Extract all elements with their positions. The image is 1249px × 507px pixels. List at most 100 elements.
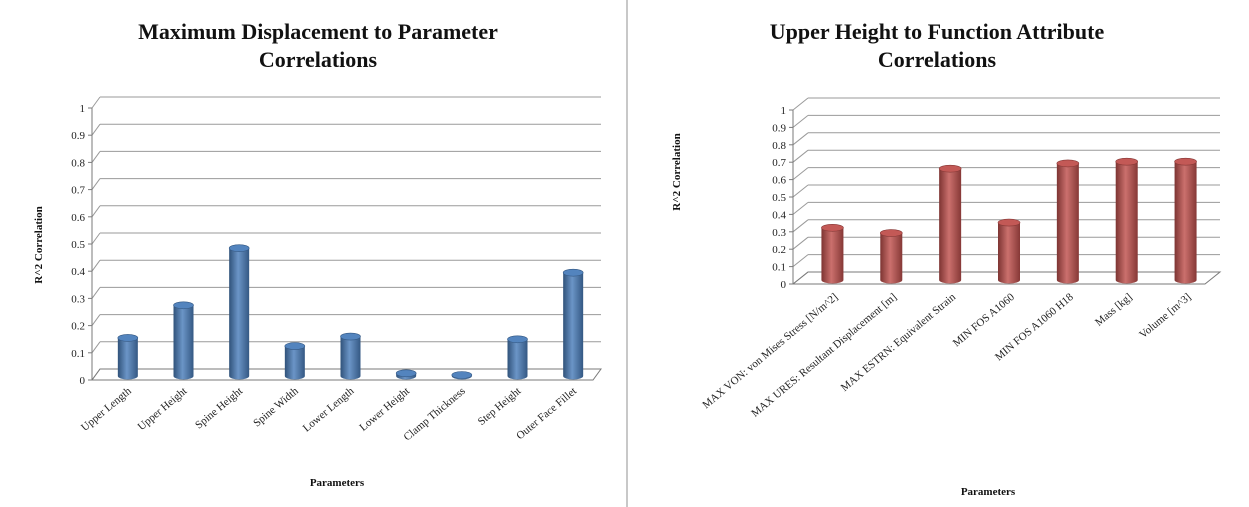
gridline-side <box>792 202 809 215</box>
x-axis-title: Parameters <box>310 477 365 489</box>
y-tick-label: 0.3 <box>772 227 786 239</box>
y-tick-label: 0.9 <box>71 130 85 142</box>
bar-top <box>1056 159 1080 168</box>
y-tick-label: 0.4 <box>71 266 85 278</box>
y-axis-title: R^2 Correlation <box>33 206 45 283</box>
bar <box>228 244 250 380</box>
y-tick-label: 0.6 <box>772 175 786 187</box>
y-tick-label: 1 <box>80 103 86 115</box>
gridline-side <box>792 132 809 146</box>
gridline-side <box>792 219 809 233</box>
y-tick-label: 0.2 <box>71 321 85 333</box>
bar <box>1056 159 1080 284</box>
y-tick-label: 0.4 <box>772 209 786 221</box>
bar-top <box>117 334 139 342</box>
bar-body <box>821 227 844 284</box>
x-tick-label: Lower Length <box>301 385 357 435</box>
y-tick-label: 0.1 <box>71 348 85 360</box>
bar-body <box>880 233 903 284</box>
y-tick-label: 0.8 <box>772 140 786 152</box>
chart-panel-upper-height: Upper Height to Function Attribute Corre… <box>630 0 1249 507</box>
bar <box>938 164 962 284</box>
bar <box>451 371 473 380</box>
y-tick-label: 0.5 <box>772 192 786 204</box>
x-tick-label: Spine Width <box>251 385 301 430</box>
bar-top <box>173 301 194 310</box>
chart-title-line-1: Maximum Displacement to Parameter <box>138 19 498 44</box>
gridline-side <box>91 232 101 245</box>
x-tick-label: MAX ESTRN: Equivalent Strain <box>839 291 959 394</box>
y-tick-label: 0.2 <box>772 244 786 256</box>
bar-top <box>562 268 584 277</box>
bar <box>507 335 528 380</box>
chart-panel-displacement: Maximum Displacement to Parameter Correl… <box>33 0 628 507</box>
bar-top <box>451 371 473 379</box>
gridline-side <box>792 184 809 198</box>
gridline-side <box>91 259 101 272</box>
x-tick-label: Upper Height <box>136 385 190 433</box>
gridline-side <box>91 151 101 163</box>
displacement-correlation-chart: Maximum Displacement to Parameter Correl… <box>33 19 602 489</box>
bar-top <box>1115 157 1139 166</box>
bar-top <box>938 164 962 173</box>
bar <box>1115 157 1139 284</box>
gridline-side <box>792 149 809 163</box>
bar-body <box>1174 161 1197 284</box>
floor-outline <box>792 271 1222 285</box>
bar-body <box>998 222 1020 284</box>
upper-height-correlation-chart: Upper Height to Function Attribute Corre… <box>671 19 1222 498</box>
bar <box>1174 157 1197 284</box>
y-tick-label: 0.6 <box>71 212 85 224</box>
gridline-side <box>792 254 809 267</box>
bar-body <box>939 168 962 284</box>
bar-top <box>879 229 903 237</box>
floor-outline <box>91 368 602 381</box>
bar <box>340 332 361 380</box>
gridline-side <box>91 123 101 136</box>
bar-top <box>1174 157 1197 166</box>
bar-top <box>284 342 306 350</box>
x-tick-label: Spine Height <box>193 385 245 431</box>
bar <box>173 301 194 380</box>
gridline-side <box>792 97 809 111</box>
bar <box>562 268 584 380</box>
gridline-side <box>792 236 809 250</box>
bar-body <box>340 336 361 380</box>
bar <box>997 218 1021 284</box>
gridline-side <box>91 314 101 326</box>
x-tick-label: Step Height <box>476 385 524 428</box>
bar-top <box>507 335 528 344</box>
y-tick-label: 0.1 <box>772 262 786 274</box>
y-tick-label: 0.7 <box>772 157 786 169</box>
bar-top <box>228 244 250 252</box>
gridline-side <box>792 115 809 128</box>
bar-top <box>997 218 1021 227</box>
bar <box>879 229 903 284</box>
bar-top <box>340 332 361 341</box>
chart-title-line-2: Correlations <box>259 47 378 72</box>
bar-body <box>1115 161 1138 284</box>
bar-body <box>229 248 250 380</box>
gridline-side <box>792 167 809 180</box>
x-tick-label: Upper Length <box>79 385 134 434</box>
x-tick-label: Outer Face Fillet <box>514 385 579 442</box>
bar <box>117 334 139 380</box>
gridline-side <box>91 287 101 299</box>
gridline-side <box>91 341 101 354</box>
chart-title-line-1: Upper Height to Function Attribute <box>770 19 1105 44</box>
bar-body <box>507 339 528 380</box>
bar <box>821 224 844 284</box>
x-tick-label: Volume [m^3] <box>1137 291 1193 341</box>
y-tick-label: 0.3 <box>71 293 85 305</box>
gridline-side <box>91 205 101 218</box>
x-tick-label: Mass [kg] <box>1093 291 1135 329</box>
bar-body <box>1056 163 1079 284</box>
x-axis-title: Parameters <box>961 486 1016 498</box>
y-tick-label: 0.7 <box>71 185 85 197</box>
y-tick-label: 0 <box>781 279 787 291</box>
gridline-side <box>91 178 101 190</box>
bar <box>395 369 417 380</box>
bar-body <box>563 272 584 380</box>
y-tick-label: 0.8 <box>71 157 85 169</box>
x-tick-label: MIN FOS A1060 <box>951 291 1018 350</box>
